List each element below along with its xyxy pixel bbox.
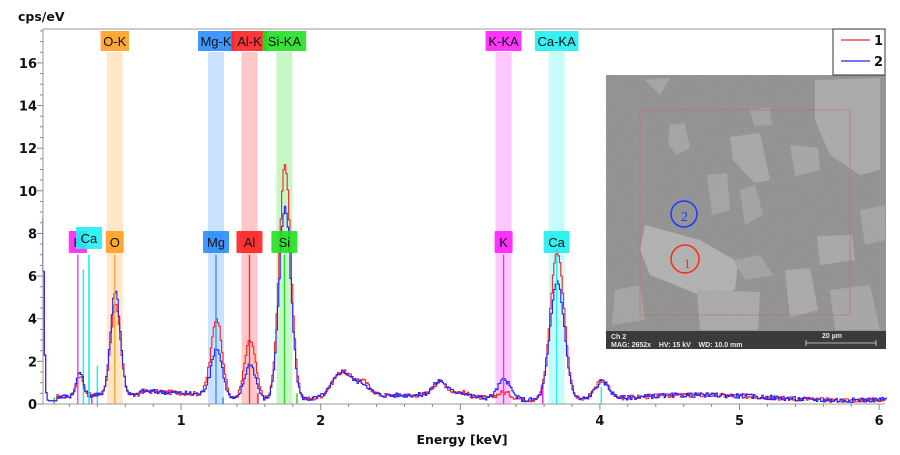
element-marker-O: O xyxy=(110,235,120,250)
y-tick-label: 4 xyxy=(28,313,37,328)
legend-label-1: 1 xyxy=(874,34,883,49)
sem-scale-label: 20 µm xyxy=(822,333,842,340)
marker-bg xyxy=(75,227,102,249)
marker-bg xyxy=(236,231,263,253)
sem-channel: Ch 2 xyxy=(611,334,626,341)
y-tick-label: 2 xyxy=(28,355,37,370)
element-marker-Ca: Ca xyxy=(548,235,565,250)
element-marker-Al: Al xyxy=(244,235,256,250)
x-tick-label: 3 xyxy=(456,414,465,429)
y-tick-label: 12 xyxy=(19,142,37,157)
element-marker-Mg: Mg xyxy=(207,235,225,250)
element-band-K xyxy=(495,52,512,404)
sem-point-1-circle xyxy=(670,244,700,274)
y-tick-label: 0 xyxy=(28,398,37,413)
band-label-Si: Si-KA xyxy=(268,34,302,49)
band-label-bg xyxy=(534,31,579,51)
element-marker-Si: Si xyxy=(279,235,291,250)
sem-image-inset: 2 1 Ch 2 MAG: 2652x HV: 15 kV WD: 10.0 m… xyxy=(606,75,886,349)
sem-point-2-circle xyxy=(670,200,698,228)
band-label-bg xyxy=(231,31,268,51)
x-tick-label: 4 xyxy=(595,414,604,429)
y-tick-label: 6 xyxy=(28,270,37,285)
band-label-bg xyxy=(262,31,307,51)
x-axis-title: Energy [keV] xyxy=(416,432,507,447)
x-tick-label: 1 xyxy=(177,414,186,429)
element-band-Al xyxy=(241,52,258,404)
sem-info: MAG: 2652x HV: 15 kV WD: 10.0 mm xyxy=(611,342,743,349)
sem-info-bar xyxy=(606,331,886,349)
element-marker-Ca: Ca xyxy=(81,231,98,246)
element-band-Mg xyxy=(208,52,224,404)
band-label-bg xyxy=(100,31,130,51)
sem-scan-area xyxy=(639,109,851,316)
legend-label-2: 2 xyxy=(874,55,883,70)
satellite-lines xyxy=(53,254,603,404)
series-2-line xyxy=(42,205,887,404)
y-axis-title: cps/eV xyxy=(18,9,65,24)
x-tick-label: 2 xyxy=(316,414,325,429)
sem-texture xyxy=(606,75,886,349)
legend-box xyxy=(832,28,886,76)
band-label-Al: Al-K xyxy=(237,34,262,49)
band-label-K: K-KA xyxy=(488,34,519,49)
y-tick-label: 14 xyxy=(19,100,37,115)
band-label-bg xyxy=(485,31,522,51)
y-tick-label: 16 xyxy=(19,57,37,72)
axes xyxy=(42,28,885,405)
sem-point-2-label: 2 xyxy=(681,210,688,225)
element-band-Ca xyxy=(548,52,565,404)
band-label-Ca: Ca-KA xyxy=(537,34,576,49)
band-label-Mg: Mg-K xyxy=(200,34,231,49)
band-label-bg xyxy=(198,31,234,51)
band-label-O: O-K xyxy=(103,34,126,49)
marker-bg xyxy=(271,231,298,253)
y-tick-label: 10 xyxy=(19,185,37,200)
element-bands xyxy=(106,52,565,404)
marker-bg xyxy=(494,231,513,253)
element-marker-K: K xyxy=(499,235,508,250)
y-tick-label: 8 xyxy=(28,227,37,242)
x-tick-label: 5 xyxy=(735,414,744,429)
marker-bg xyxy=(203,231,229,253)
sem-point-1-label: 1 xyxy=(684,256,691,271)
element-band-Si xyxy=(276,52,293,404)
x-tick-label: 6 xyxy=(875,414,884,429)
marker-bg xyxy=(105,231,124,253)
marker-bg xyxy=(543,231,570,253)
legend: 1 2 xyxy=(832,28,886,76)
spectrum-series xyxy=(42,164,887,404)
